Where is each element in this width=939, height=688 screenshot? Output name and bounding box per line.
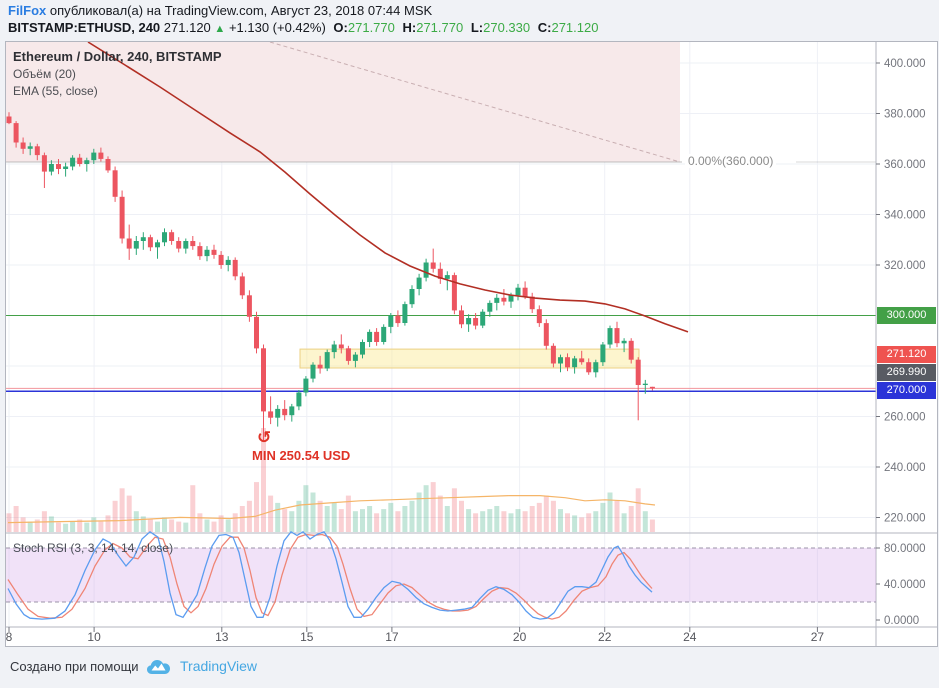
svg-text:240.000: 240.000: [884, 462, 926, 474]
price-label-300: 300.000: [877, 307, 936, 324]
stoch-rsi-legend[interactable]: Stoch RSI (3, 3, 14, 14, close): [13, 541, 174, 555]
legend-title[interactable]: Ethereum / Dollar, 240, BITSTAMP: [13, 49, 222, 64]
price-label-270: 270.000: [877, 382, 936, 399]
fib-retracement-label[interactable]: 0.00%(360.000): [685, 154, 777, 168]
price-chart-canvas[interactable]: 400.000 380.000 360.000 340.000 320.000 260.0…: [6, 41, 937, 646]
publish-header: FilFox опубликовал(а) на TradingView.com…: [8, 3, 432, 18]
svg-text:320.000: 320.000: [884, 260, 926, 272]
svg-text:360.000: 360.000: [884, 159, 926, 171]
attribution-footer: Создано при помощи TradingView: [0, 646, 939, 688]
up-arrow-icon: ▲: [214, 23, 226, 35]
svg-text:15: 15: [300, 630, 314, 644]
high-label: H:: [402, 20, 417, 35]
close-label: C:: [537, 20, 552, 35]
svg-text:10: 10: [87, 630, 101, 644]
svg-text:0.0000: 0.0000: [884, 615, 919, 627]
created-with-text: Создано при помощи: [10, 659, 139, 674]
svg-text:24: 24: [683, 630, 697, 644]
price-change: +1.130 (+0.42%): [228, 20, 326, 35]
legend-ema[interactable]: EMA (55, close): [13, 84, 98, 98]
legend-volume[interactable]: Объём (20): [13, 67, 76, 81]
open-value: 271.770: [347, 20, 395, 35]
svg-text:340.000: 340.000: [884, 210, 926, 222]
price-label-269: 269.990: [877, 364, 936, 381]
svg-text:22: 22: [598, 630, 612, 644]
low-value: 270.330: [483, 20, 531, 35]
quote-bar: BITSTAMP:ETHUSD, 240 271.120 ▲ +1.130 (+…: [8, 20, 598, 35]
tradingview-logo-icon[interactable]: [146, 657, 174, 677]
svg-text:40.0000: 40.0000: [884, 579, 926, 591]
svg-text:380.000: 380.000: [884, 109, 926, 121]
tradingview-brand-link[interactable]: TradingView: [180, 658, 258, 674]
svg-text:13: 13: [215, 630, 229, 644]
svg-text:27: 27: [811, 630, 825, 644]
svg-text:80.0000: 80.0000: [884, 543, 926, 555]
svg-text:8: 8: [6, 630, 13, 644]
svg-text:400.000: 400.000: [884, 58, 926, 70]
svg-text:17: 17: [385, 630, 399, 644]
min-price-annotation[interactable]: MIN 250.54 USD: [252, 448, 351, 463]
svg-text:20: 20: [513, 630, 527, 644]
svg-text:260.000: 260.000: [884, 412, 926, 424]
chart-panel: 400.000 380.000 360.000 340.000 320.000 260.0…: [5, 41, 938, 647]
symbol-name[interactable]: BITSTAMP:ETHUSD, 240: [8, 20, 161, 35]
author-link[interactable]: FilFox: [8, 3, 47, 18]
chart-legend: Ethereum / Dollar, 240, BITSTAMP Объём (…: [13, 49, 222, 101]
close-value: 271.120: [551, 20, 599, 35]
svg-text:220.000: 220.000: [884, 513, 926, 525]
last-price: 271.120: [163, 20, 211, 35]
price-label-last: 271.120: [877, 346, 936, 363]
min-marker-icon[interactable]: ↺: [257, 428, 272, 447]
open-label: O:: [333, 20, 348, 35]
high-value: 271.770: [416, 20, 464, 35]
published-text: опубликовал(а) на TradingView.com, Авгус…: [49, 3, 433, 18]
low-label: L:: [470, 20, 484, 35]
